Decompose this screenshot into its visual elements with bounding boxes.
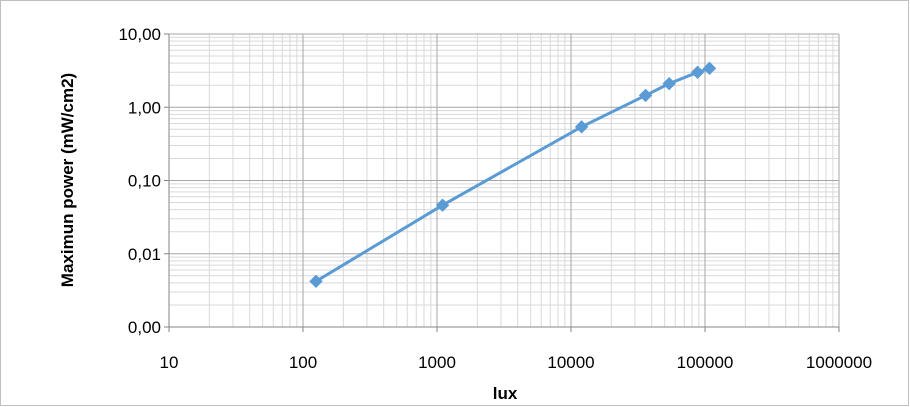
x-tick-label: 100 (289, 353, 317, 372)
x-tick-label: 1000000 (806, 353, 872, 372)
series (309, 61, 717, 289)
x-tick-label: 100000 (677, 353, 734, 372)
y-tick-label: 0,10 (128, 172, 161, 191)
x-tick-label: 1000 (418, 353, 456, 372)
x-axis-title: lux (493, 384, 518, 403)
data-point-marker (690, 65, 705, 80)
data-point-marker (435, 198, 450, 212)
data-point-marker (309, 274, 323, 289)
y-tick-label: 0,01 (128, 245, 161, 264)
y-axis-title: Maximun power (mW/cm2) (58, 73, 77, 287)
y-tick-label: 10,00 (118, 25, 161, 44)
y-tick-label: 1,00 (128, 98, 161, 117)
data-point-marker (638, 88, 653, 103)
data-point-marker (702, 61, 717, 76)
series-line (314, 66, 711, 283)
data-point-marker (574, 120, 589, 134)
x-tick-label: 10000 (547, 353, 594, 372)
x-tick-label: 10 (160, 353, 179, 372)
tick-labels: 10 100 1000 10000 100000 1000000 0,00 0,01 0,10 1… (118, 25, 872, 372)
data-point-marker (662, 76, 676, 91)
axes (164, 33, 840, 332)
y-tick-label: 0,00 (128, 318, 161, 337)
grid (168, 33, 840, 328)
